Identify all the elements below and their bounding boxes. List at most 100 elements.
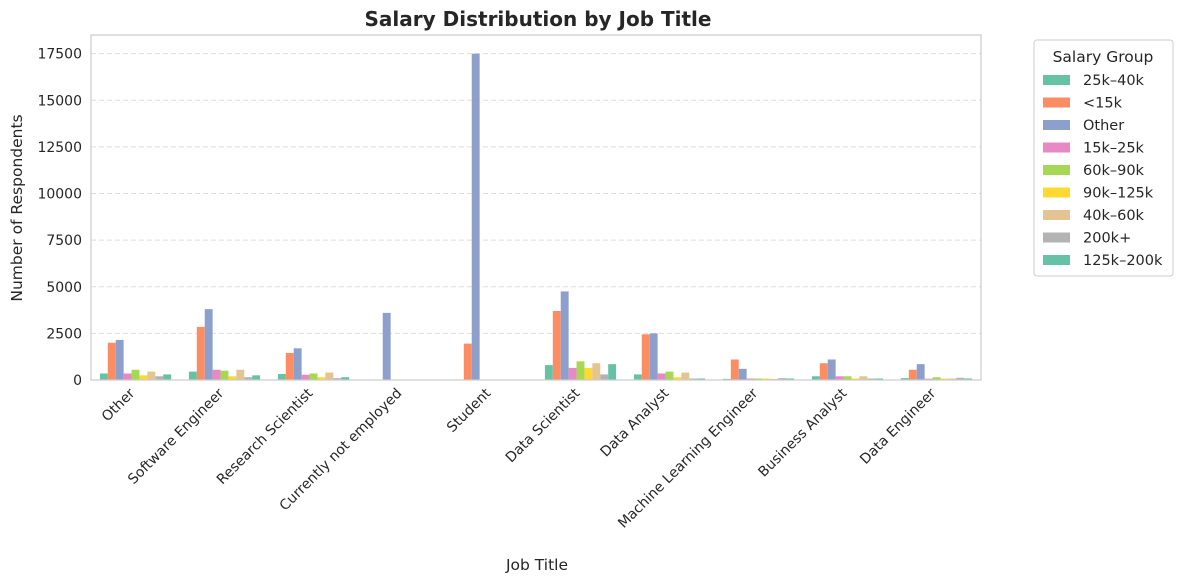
legend-swatch bbox=[1043, 142, 1070, 153]
bar bbox=[236, 369, 245, 380]
bar bbox=[746, 378, 755, 380]
bar bbox=[835, 376, 844, 380]
legend-swatch bbox=[1043, 120, 1070, 130]
bar bbox=[220, 370, 229, 380]
y-tick-label: 0 bbox=[73, 373, 82, 389]
bar bbox=[859, 376, 868, 380]
bar bbox=[964, 378, 973, 380]
x-tick-label: Business Analyst bbox=[755, 385, 850, 480]
bar bbox=[341, 377, 350, 380]
bar bbox=[212, 369, 221, 380]
legend-label: 60k–90k bbox=[1083, 163, 1145, 179]
y-tick-label: 7500 bbox=[46, 233, 82, 249]
bar bbox=[633, 374, 642, 380]
bar bbox=[471, 53, 480, 380]
bar bbox=[131, 369, 140, 380]
legend-title: Salary Group bbox=[1053, 48, 1154, 66]
bar bbox=[188, 371, 197, 380]
bar bbox=[147, 371, 156, 380]
x-tick-label: Student bbox=[444, 385, 495, 436]
bar bbox=[244, 377, 253, 380]
y-tick-labels: 0 2500 5000 7500 10000 12500 15000 17500 bbox=[37, 47, 82, 389]
bar bbox=[867, 378, 876, 380]
legend-label: Other bbox=[1083, 118, 1124, 134]
bar bbox=[252, 375, 261, 380]
y-tick-label: 12500 bbox=[37, 140, 82, 156]
bar bbox=[463, 343, 472, 380]
bar bbox=[544, 365, 553, 380]
legend: Salary Group 25k–40k <15k Other 15k–25k 60k–… bbox=[1033, 39, 1174, 277]
bar bbox=[333, 378, 342, 380]
bar bbox=[600, 374, 609, 380]
bar bbox=[277, 374, 286, 380]
bar bbox=[778, 378, 787, 380]
legend-label: 125k–200k bbox=[1083, 253, 1163, 269]
bar bbox=[786, 378, 795, 380]
legend-swatch bbox=[1043, 165, 1070, 175]
bar bbox=[196, 326, 205, 380]
bar bbox=[155, 376, 164, 380]
bar bbox=[641, 334, 650, 380]
bar bbox=[827, 359, 836, 380]
bar bbox=[819, 363, 828, 380]
x-tick-label: Other bbox=[99, 385, 139, 425]
bar bbox=[228, 376, 237, 380]
bar bbox=[940, 378, 949, 380]
bar bbox=[560, 291, 569, 380]
bar bbox=[665, 371, 674, 380]
x-tick-label: Data Analyst bbox=[597, 385, 672, 460]
chart-title: Salary Distribution by Job Title bbox=[365, 7, 712, 31]
bar bbox=[673, 377, 682, 380]
bars bbox=[99, 53, 973, 380]
x-tick-label: Data Engineer bbox=[857, 385, 939, 467]
y-tick-label: 15000 bbox=[37, 93, 82, 109]
x-tick-label: Data Scientist bbox=[503, 385, 584, 466]
legend-swatch bbox=[1043, 255, 1070, 265]
bar bbox=[204, 309, 213, 380]
legend-swatch bbox=[1043, 97, 1070, 108]
x-tick-label: Software Engineer bbox=[125, 385, 227, 487]
bar bbox=[875, 378, 884, 380]
x-tick-label: Machine Learning Engineer bbox=[615, 385, 761, 531]
x-tick-label: Research Scientist bbox=[214, 385, 317, 488]
bar bbox=[107, 342, 116, 380]
bar bbox=[325, 372, 334, 380]
bar bbox=[317, 377, 326, 380]
legend-label: 25k–40k bbox=[1083, 73, 1145, 89]
bar bbox=[139, 375, 148, 380]
bar bbox=[956, 377, 965, 380]
bar bbox=[697, 378, 706, 380]
bar bbox=[309, 373, 318, 380]
bar bbox=[900, 378, 909, 380]
bar bbox=[568, 367, 577, 380]
legend-label: 200k+ bbox=[1083, 231, 1131, 247]
bar bbox=[730, 359, 739, 380]
bar bbox=[552, 311, 561, 380]
plot-frame bbox=[90, 34, 982, 381]
bar bbox=[301, 374, 310, 380]
legend-swatch bbox=[1043, 210, 1070, 220]
bar bbox=[592, 363, 601, 380]
x-axis-title: Job Title bbox=[505, 556, 568, 574]
bar bbox=[811, 376, 820, 380]
bar bbox=[924, 378, 933, 380]
legend-swatch bbox=[1043, 232, 1070, 243]
y-tick-label: 2500 bbox=[46, 326, 82, 342]
legend-items: 25k–40k <15k Other 15k–25k 60k–90k 90k–125k 40… bbox=[1043, 73, 1163, 269]
legend-swatch bbox=[1043, 75, 1070, 85]
legend-label: 90k–125k bbox=[1083, 186, 1154, 202]
y-tick-label: 5000 bbox=[46, 280, 82, 296]
bar bbox=[932, 377, 941, 380]
legend-label: <15k bbox=[1083, 96, 1123, 112]
bar bbox=[382, 312, 391, 380]
bar bbox=[754, 378, 763, 380]
bar bbox=[584, 367, 593, 380]
bar bbox=[293, 348, 302, 380]
bar bbox=[851, 378, 860, 380]
bar bbox=[738, 368, 747, 380]
grid-lines bbox=[91, 53, 981, 334]
legend-swatch bbox=[1043, 187, 1070, 198]
